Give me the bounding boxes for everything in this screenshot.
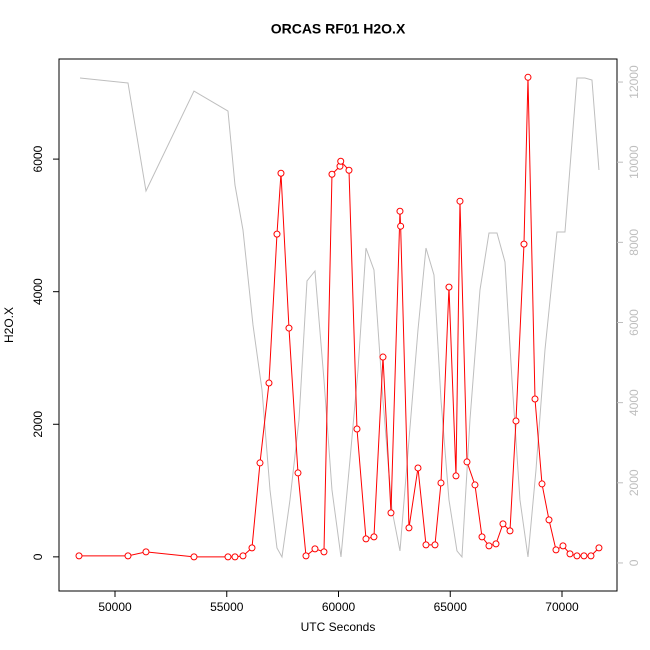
point [370,533,378,541]
point [520,240,528,248]
point [397,222,405,230]
point [387,509,395,517]
point [190,553,198,561]
point [431,541,439,549]
point [452,472,460,480]
point [545,516,553,524]
x-tick-label: 70000 [545,600,579,614]
y2-tick-label: 12000 [627,65,641,99]
point [573,552,581,560]
point [485,542,493,550]
point [524,73,532,81]
x-axis-label: UTC Seconds [301,620,376,634]
y2-tick-label: 10000 [627,145,641,179]
point [285,324,293,332]
point [580,552,588,560]
point [239,552,247,560]
point [396,207,404,215]
point [405,524,413,532]
point [531,395,539,403]
y-axis-label: H2O.X [2,307,16,343]
chart-title: ORCAS RF01 H2O.X [271,21,406,37]
point [456,197,464,205]
y2-tick-label: 6000 [627,309,641,336]
point [587,552,595,560]
point [224,553,232,561]
point [595,544,603,552]
point [538,480,546,488]
point [559,542,567,550]
x-tick-label: 55000 [210,600,244,614]
point [445,283,453,291]
series-line [79,77,600,559]
y-tick-label: 6000 [31,145,45,172]
y2-tick-label: 0 [627,559,641,566]
point [353,425,361,433]
point [552,546,560,554]
plot-frame [58,58,618,592]
y-tick-label: 4000 [31,278,45,305]
point [311,545,319,553]
series-line [79,77,600,558]
point [294,469,302,477]
point [273,230,281,238]
y-tick-label: 2000 [31,411,45,438]
point [337,157,345,165]
point [512,417,520,425]
point [478,533,486,541]
y-tick-label: 0 [31,553,45,560]
point [379,353,387,361]
point [463,458,471,466]
point [124,552,132,560]
point [566,550,574,558]
point [248,544,256,552]
point [302,552,310,560]
point [492,540,500,548]
point [437,479,445,487]
point [506,527,514,535]
point [320,548,328,556]
point [265,379,273,387]
point [414,464,422,472]
y2-tick-label: 4000 [627,389,641,416]
point [256,459,264,467]
point [345,166,353,174]
point [328,170,336,178]
point [471,481,479,489]
point [231,553,239,561]
x-tick-label: 50000 [98,600,132,614]
x-tick-label: 60000 [322,600,356,614]
x-tick-label: 65000 [434,600,468,614]
point [422,541,430,549]
y2-tick-label: 8000 [627,229,641,256]
y2-tick-label: 2000 [627,469,641,496]
point [142,548,150,556]
point [75,552,83,560]
point [277,169,285,177]
point [362,535,370,543]
point [499,520,507,528]
